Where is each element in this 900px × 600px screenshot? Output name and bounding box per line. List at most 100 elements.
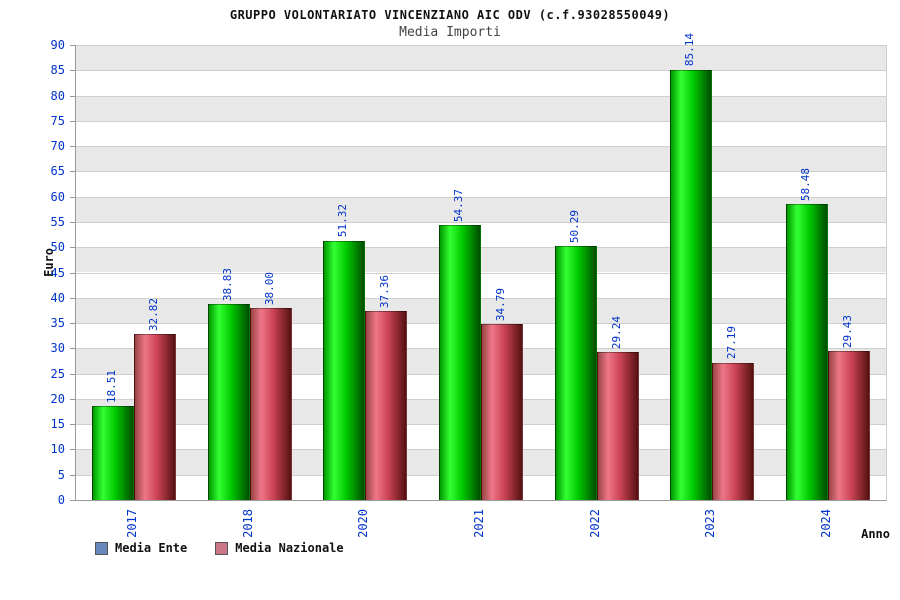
y-axis: 0 5 10 15 20 25 30 35 40 45 50 55 60 65 70 75 80 85 90 xyxy=(37,38,75,507)
plot-band xyxy=(76,95,886,121)
plot-band xyxy=(76,196,886,222)
legend-swatch-media-ente-icon xyxy=(95,541,108,555)
x-tick-label: 2021 xyxy=(472,509,486,538)
plot-band xyxy=(76,297,886,324)
y-tick-label: 80 xyxy=(50,88,65,103)
gridline xyxy=(76,247,886,249)
y-tick-mark xyxy=(70,70,75,72)
y-tick-label: 35 xyxy=(50,316,65,331)
y-tick-label: 50 xyxy=(50,240,65,255)
y-tick-mark xyxy=(70,297,75,299)
y-tick-mark xyxy=(70,272,75,274)
y-tick-mark xyxy=(70,146,75,148)
bar-media-ente-2020 xyxy=(323,240,366,500)
y-tick-label: 25 xyxy=(50,366,65,381)
y-tick-label: 70 xyxy=(50,139,65,154)
gridline xyxy=(76,196,886,198)
gridline xyxy=(76,70,886,72)
plot-band xyxy=(76,171,886,197)
y-tick-mark xyxy=(70,120,75,122)
x-axis-title: Anno xyxy=(861,527,890,541)
x-tick-label: 2017 xyxy=(124,509,139,538)
legend-label-media-ente: Media Ente xyxy=(115,541,188,555)
bar-media-nazionale-2021 xyxy=(481,324,523,500)
bar-media-ente-2021 xyxy=(439,225,481,500)
y-tick-mark xyxy=(70,373,75,375)
y-tick-label: 85 xyxy=(50,63,65,78)
y-tick-mark xyxy=(70,474,75,476)
bar-value-label: 38.00 xyxy=(262,271,276,305)
bar-value-label: 29.43 xyxy=(841,315,855,349)
bar-value-label: 29.24 xyxy=(609,316,623,350)
bar-media-ente-2018 xyxy=(207,303,250,500)
chart-title: GRUPPO VOLONTARIATO VINCENZIANO AIC ODV … xyxy=(229,8,671,22)
gridline xyxy=(76,171,886,173)
bar-media-nazionale-2017 xyxy=(133,334,176,500)
gridline xyxy=(76,221,886,223)
y-tick-label: 5 xyxy=(57,467,65,482)
bar-value-label: 51.32 xyxy=(336,204,350,238)
gridline xyxy=(76,323,886,325)
gridline xyxy=(76,297,886,299)
y-tick-label: 40 xyxy=(50,290,65,305)
y-tick-mark xyxy=(70,45,75,46)
y-tick-mark xyxy=(70,348,75,350)
y-tick-label: 60 xyxy=(50,189,65,204)
y-tick-label: 90 xyxy=(50,38,65,52)
bar-value-label: 38.83 xyxy=(220,267,234,301)
bar-media-nazionale-2024 xyxy=(828,351,871,500)
bar-media-ente-2023 xyxy=(670,69,713,500)
y-tick-label: 15 xyxy=(50,417,65,432)
legend-item-media-nazionale: Media Nazionale xyxy=(215,541,344,555)
bar-value-label: 37.36 xyxy=(378,275,392,309)
x-tick-label: 2024 xyxy=(819,509,834,538)
y-tick-label: 55 xyxy=(50,214,65,229)
plot-band xyxy=(76,70,886,96)
bar-media-nazionale-2023 xyxy=(712,362,755,500)
bar-value-label: 27.19 xyxy=(725,326,739,360)
bar-value-label: 85.14 xyxy=(683,33,697,67)
bar-value-label: 54.37 xyxy=(452,189,465,223)
gridline xyxy=(76,120,886,122)
y-tick-label: 65 xyxy=(50,164,65,179)
y-tick-mark xyxy=(70,323,75,325)
y-tick-mark xyxy=(70,449,75,451)
y-tick-mark xyxy=(70,247,75,249)
gridline xyxy=(76,272,886,274)
plot-band xyxy=(76,45,886,71)
plot-band xyxy=(76,221,886,248)
y-tick-label: 45 xyxy=(50,265,65,280)
legend-swatch-media-nazionale-icon xyxy=(215,541,229,555)
y-tick-label: 75 xyxy=(50,113,65,128)
y-tick-mark xyxy=(70,424,75,426)
y-tick-label: 0 xyxy=(57,493,65,507)
bar-value-label: 58.48 xyxy=(799,168,813,202)
bar-media-ente-2024 xyxy=(786,204,829,500)
gridline xyxy=(76,45,886,46)
y-tick-label: 20 xyxy=(50,391,65,406)
x-tick-label: 2018 xyxy=(240,509,255,538)
plot-band xyxy=(76,120,886,147)
plot-area: 18.51 32.82 38.83 38.00 51.32 37.36 54.37 34.79… xyxy=(75,33,887,501)
bar-value-label: 34.79 xyxy=(494,288,507,322)
bar-media-nazionale-2018 xyxy=(249,307,292,500)
y-tick-mark xyxy=(70,221,75,223)
y-tick-label: 10 xyxy=(50,442,65,457)
y-tick-mark xyxy=(70,171,75,173)
bar-value-label: 18.51 xyxy=(104,370,118,404)
plot-band xyxy=(76,272,886,298)
bar-media-ente-2017 xyxy=(91,406,134,500)
bar-media-ente-2022 xyxy=(554,245,597,500)
legend-item-media-ente: Media Ente xyxy=(95,541,187,555)
legend: Media Ente Media Nazionale xyxy=(95,541,344,555)
y-tick-mark xyxy=(70,196,75,198)
bar-media-nazionale-2022 xyxy=(596,352,639,500)
bar-value-label: 32.82 xyxy=(146,297,160,332)
chart-subtitle: Media Importi xyxy=(399,25,501,40)
x-tick-label: 2020 xyxy=(356,509,371,538)
y-tick-mark xyxy=(70,95,75,97)
x-tick-label: 2023 xyxy=(703,509,718,538)
y-tick-mark xyxy=(70,500,75,501)
x-tick-label: 2022 xyxy=(587,509,602,538)
